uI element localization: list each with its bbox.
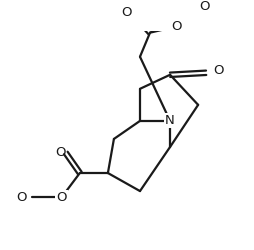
Text: O: O [55, 146, 66, 160]
Text: O: O [199, 0, 210, 13]
Text: O: O [57, 190, 67, 203]
Text: O: O [121, 6, 132, 19]
Text: O: O [213, 64, 224, 77]
Text: N: N [165, 114, 175, 128]
Text: O: O [17, 190, 27, 203]
Text: O: O [171, 20, 181, 33]
